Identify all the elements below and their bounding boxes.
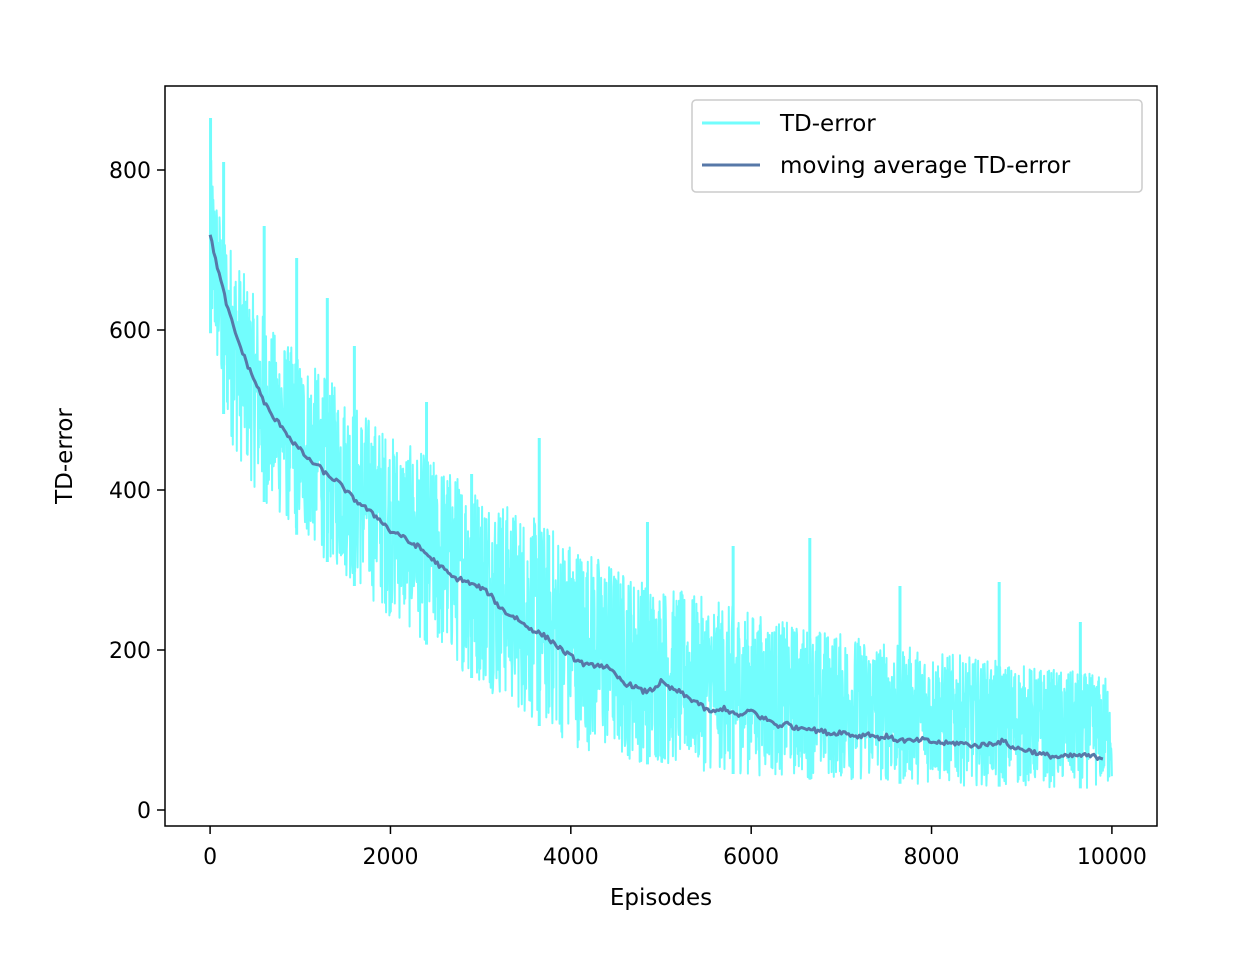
y-tick-label: 800: [109, 159, 151, 184]
legend: TD-error moving average TD-error: [691, 99, 1143, 193]
x-tick-label: 8000: [904, 845, 960, 870]
y-tick-label: 200: [109, 639, 151, 664]
x-axis-label: Episodes: [610, 885, 712, 911]
x-tick-label: 0: [203, 845, 217, 870]
x-tick-label: 2000: [362, 845, 418, 870]
axes-frame: [164, 85, 1158, 827]
x-tick-label: 4000: [543, 845, 599, 870]
y-tick-label: 400: [109, 479, 151, 504]
plot-area: [208, 118, 1113, 789]
legend-box: [691, 99, 1143, 193]
x-axis: 0 2000 4000 6000 8000 10000: [203, 826, 1147, 870]
y-axis-label: TD-error: [52, 408, 78, 505]
y-tick-label: 600: [109, 319, 151, 344]
x-tick-label: 6000: [723, 845, 779, 870]
series-td-error-line: [209, 159, 1113, 789]
y-tick-label: 0: [137, 799, 151, 824]
legend-label-td-error: TD-error: [779, 111, 876, 137]
legend-label-moving-average: moving average TD-error: [780, 153, 1071, 179]
series-moving-average-line: [208, 234, 1104, 761]
y-axis: 0 200 400 600 800: [109, 159, 165, 824]
x-tick-label: 10000: [1077, 845, 1147, 870]
